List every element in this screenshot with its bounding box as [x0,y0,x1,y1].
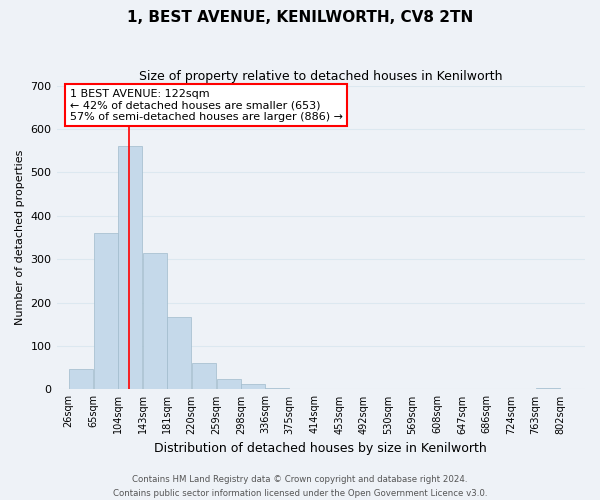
Bar [217,378,241,390]
Title: Size of property relative to detached houses in Kenilworth: Size of property relative to detached ho… [139,70,503,83]
Bar [192,364,216,390]
X-axis label: Distribution of detached houses by size in Kenilworth: Distribution of detached houses by size … [154,442,487,455]
Text: Contains HM Land Registry data © Crown copyright and database right 2024.
Contai: Contains HM Land Registry data © Crown c… [113,476,487,498]
Bar [143,252,167,390]
Bar [69,370,93,390]
Bar [241,384,265,390]
Text: 1, BEST AVENUE, KENILWORTH, CV8 2TN: 1, BEST AVENUE, KENILWORTH, CV8 2TN [127,10,473,25]
Bar [388,388,412,390]
Bar [265,388,289,390]
Text: 1 BEST AVENUE: 122sqm
← 42% of detached houses are smaller (653)
57% of semi-det: 1 BEST AVENUE: 122sqm ← 42% of detached … [70,88,343,122]
Bar [118,146,142,390]
Y-axis label: Number of detached properties: Number of detached properties [15,150,25,325]
Bar [167,316,191,390]
Bar [536,388,560,390]
Bar [94,233,118,390]
